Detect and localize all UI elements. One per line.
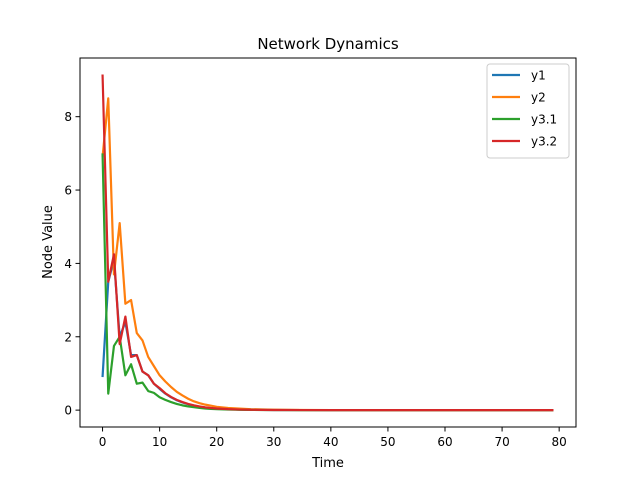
y-tick-label: 4 [64,257,72,271]
chart-title: Network Dynamics [257,35,399,53]
x-tick-label: 40 [323,435,338,449]
legend-label: y3.2 [531,135,557,149]
x-tick-label: 60 [437,435,452,449]
legend-box [486,63,570,159]
x-tick-label: 0 [99,435,107,449]
y-tick-label: 8 [64,110,72,124]
x-axis: 0 10 20 30 40 50 60 70 80 [99,427,567,449]
series-lines [101,74,554,412]
x-tick-label: 10 [152,435,167,449]
x-tick-label: 50 [380,435,395,449]
legend-label: y1 [531,69,546,83]
legend-label: y2 [531,91,546,105]
x-tick-label: 70 [494,435,509,449]
y-tick-label: 0 [64,404,72,418]
x-tick-label: 80 [552,435,567,449]
y-tick-label: 6 [64,184,72,198]
legend: y1 y2 y3.1 y3.2 [486,63,570,159]
y-axis-label: Node Value [41,205,56,279]
y-tick-label: 2 [64,330,72,344]
x-axis-label: Time [311,456,344,471]
plot-frame [79,57,577,428]
y-axis: 0 2 4 6 8 [64,110,80,418]
series-line-y3-2 [101,74,554,412]
x-tick-label: 30 [266,435,281,449]
legend-label: y3.1 [531,113,557,127]
x-tick-label: 20 [209,435,224,449]
